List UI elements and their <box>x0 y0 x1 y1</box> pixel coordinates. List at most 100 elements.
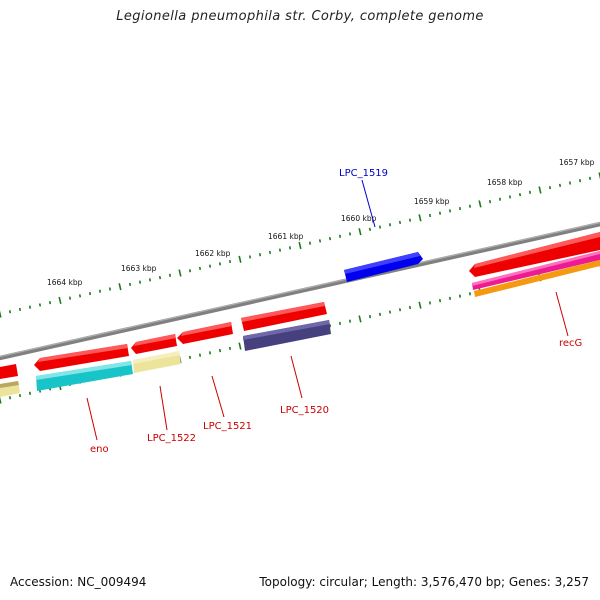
ruler-minor-tick <box>198 353 202 357</box>
ruler-minor-tick <box>78 294 82 298</box>
gene-label-lpc-1520[interactable]: LPC_1520 <box>280 405 329 416</box>
ruler-major-tick <box>358 228 362 236</box>
ruler-minor-tick <box>218 262 222 266</box>
ruler-minor-tick <box>438 299 442 303</box>
leader-lpc-1522 <box>159 385 168 431</box>
ruler-minor-tick <box>448 296 452 300</box>
ruler-major-tick <box>598 172 600 180</box>
ruler-minor-tick <box>18 393 22 398</box>
map-title: Legionella pneumophila str. Corby, compl… <box>116 9 484 24</box>
ruler-minor-tick <box>208 351 212 355</box>
gene-label-recG[interactable]: recG <box>559 338 582 349</box>
ruler-minor-tick <box>338 234 342 238</box>
feature-lpc-1522-red[interactable] <box>131 334 177 354</box>
feature-lpc-1521[interactable] <box>177 322 233 344</box>
ruler-minor-tick <box>218 348 222 353</box>
ruler-minor-tick <box>388 310 392 314</box>
ruler-minor-tick <box>228 346 232 350</box>
ruler-minor-tick <box>588 176 592 180</box>
ruler-minor-tick <box>278 248 282 252</box>
ruler-minor-tick <box>398 308 402 312</box>
leader-lpc-1521 <box>211 375 225 418</box>
ruler-minor-tick <box>228 259 232 264</box>
feature-orange[interactable] <box>474 260 600 297</box>
ruler-minor-tick <box>258 253 262 257</box>
ruler-minor-tick <box>528 190 532 194</box>
feature-lpc-1519[interactable] <box>344 252 423 282</box>
ruler-minor-tick <box>368 314 372 319</box>
ruler-major-tick <box>418 214 422 222</box>
feature-left-edge-red[interactable] <box>0 364 18 379</box>
ruler-minor-tick <box>8 310 12 314</box>
outer-tick-ruler <box>0 172 600 318</box>
ruler-major-tick <box>238 255 242 263</box>
ruler-minor-tick <box>558 183 562 187</box>
ruler-minor-tick <box>18 307 22 312</box>
ruler-minor-tick <box>468 292 472 296</box>
ruler-minor-tick <box>548 186 552 190</box>
accession-text: Accession: NC_009494 <box>10 575 147 589</box>
ruler-minor-tick <box>518 193 522 197</box>
ruler-minor-tick <box>208 264 212 268</box>
ruler-minor-tick <box>378 225 382 229</box>
ruler-minor-tick <box>458 206 462 211</box>
tick-label-1660: 1660 kbp <box>341 214 377 223</box>
ruler-minor-tick <box>48 301 52 305</box>
ruler-minor-tick <box>268 250 272 255</box>
ruler-minor-tick <box>28 305 32 309</box>
ruler-minor-tick <box>248 255 252 259</box>
ruler-minor-tick <box>88 291 92 296</box>
ruler-minor-tick <box>138 280 142 284</box>
tick-label-1659: 1659 kbp <box>414 197 450 206</box>
feature-lpc-1520-slate[interactable] <box>243 320 331 351</box>
tick-label-1658: 1658 kbp <box>487 178 523 187</box>
ruler-minor-tick <box>498 197 502 201</box>
ruler-major-tick <box>418 301 422 309</box>
ruler-minor-tick <box>428 213 432 218</box>
ruler-minor-tick <box>148 278 152 282</box>
tick-label-1663: 1663 kbp <box>121 264 157 273</box>
genome-summary-text: Topology: circular; Length: 3,576,470 bp… <box>259 575 589 589</box>
leader-lpc-1519 <box>361 179 376 228</box>
ruler-minor-tick <box>388 223 392 227</box>
leader-eno <box>86 397 98 441</box>
ruler-minor-tick <box>338 321 342 326</box>
tick-label-1664: 1664 kbp <box>47 278 83 287</box>
feature-magenta[interactable] <box>472 251 600 290</box>
ruler-major-tick <box>298 241 302 250</box>
ruler-major-tick <box>178 269 182 277</box>
genome-backbone-highlight <box>0 222 600 358</box>
leader-lpc-1520 <box>290 355 303 399</box>
ruler-minor-tick <box>348 232 352 236</box>
gene-label-lpc-1522[interactable]: LPC_1522 <box>147 433 196 444</box>
ruler-minor-tick <box>398 220 402 225</box>
feature-recG[interactable] <box>469 232 600 277</box>
ruler-minor-tick <box>128 282 132 287</box>
ruler-minor-tick <box>448 209 452 213</box>
genome-backbone <box>0 221 600 361</box>
ruler-minor-tick <box>368 227 372 231</box>
feature-eno[interactable] <box>34 344 129 371</box>
tick-label-1662: 1662 kbp <box>195 249 231 258</box>
ruler-minor-tick <box>468 204 472 208</box>
feature-eno-cyan[interactable] <box>36 361 133 391</box>
tick-label-1661: 1661 kbp <box>268 232 304 241</box>
ruler-minor-tick <box>158 275 162 280</box>
feature-lpc-1520-red[interactable] <box>241 302 327 331</box>
gene-label-lpc-1521[interactable]: LPC_1521 <box>203 421 252 432</box>
ruler-minor-tick <box>328 236 332 241</box>
ruler-major-tick <box>0 310 2 318</box>
ruler-minor-tick <box>508 195 512 199</box>
ruler-minor-tick <box>318 239 322 243</box>
feature-lpc-1522-khaki[interactable] <box>133 351 181 373</box>
ruler-minor-tick <box>308 241 312 245</box>
gene-label-lpc-1519[interactable]: LPC_1519 <box>339 168 388 179</box>
ruler-minor-tick <box>328 324 332 328</box>
leader-recG <box>555 291 569 337</box>
ruler-minor-tick <box>198 266 202 271</box>
ruler-minor-tick <box>38 303 42 307</box>
gene-label-eno[interactable]: eno <box>90 444 109 455</box>
feature-left-edge-khaki[interactable] <box>0 381 20 397</box>
ruler-minor-tick <box>8 396 12 400</box>
